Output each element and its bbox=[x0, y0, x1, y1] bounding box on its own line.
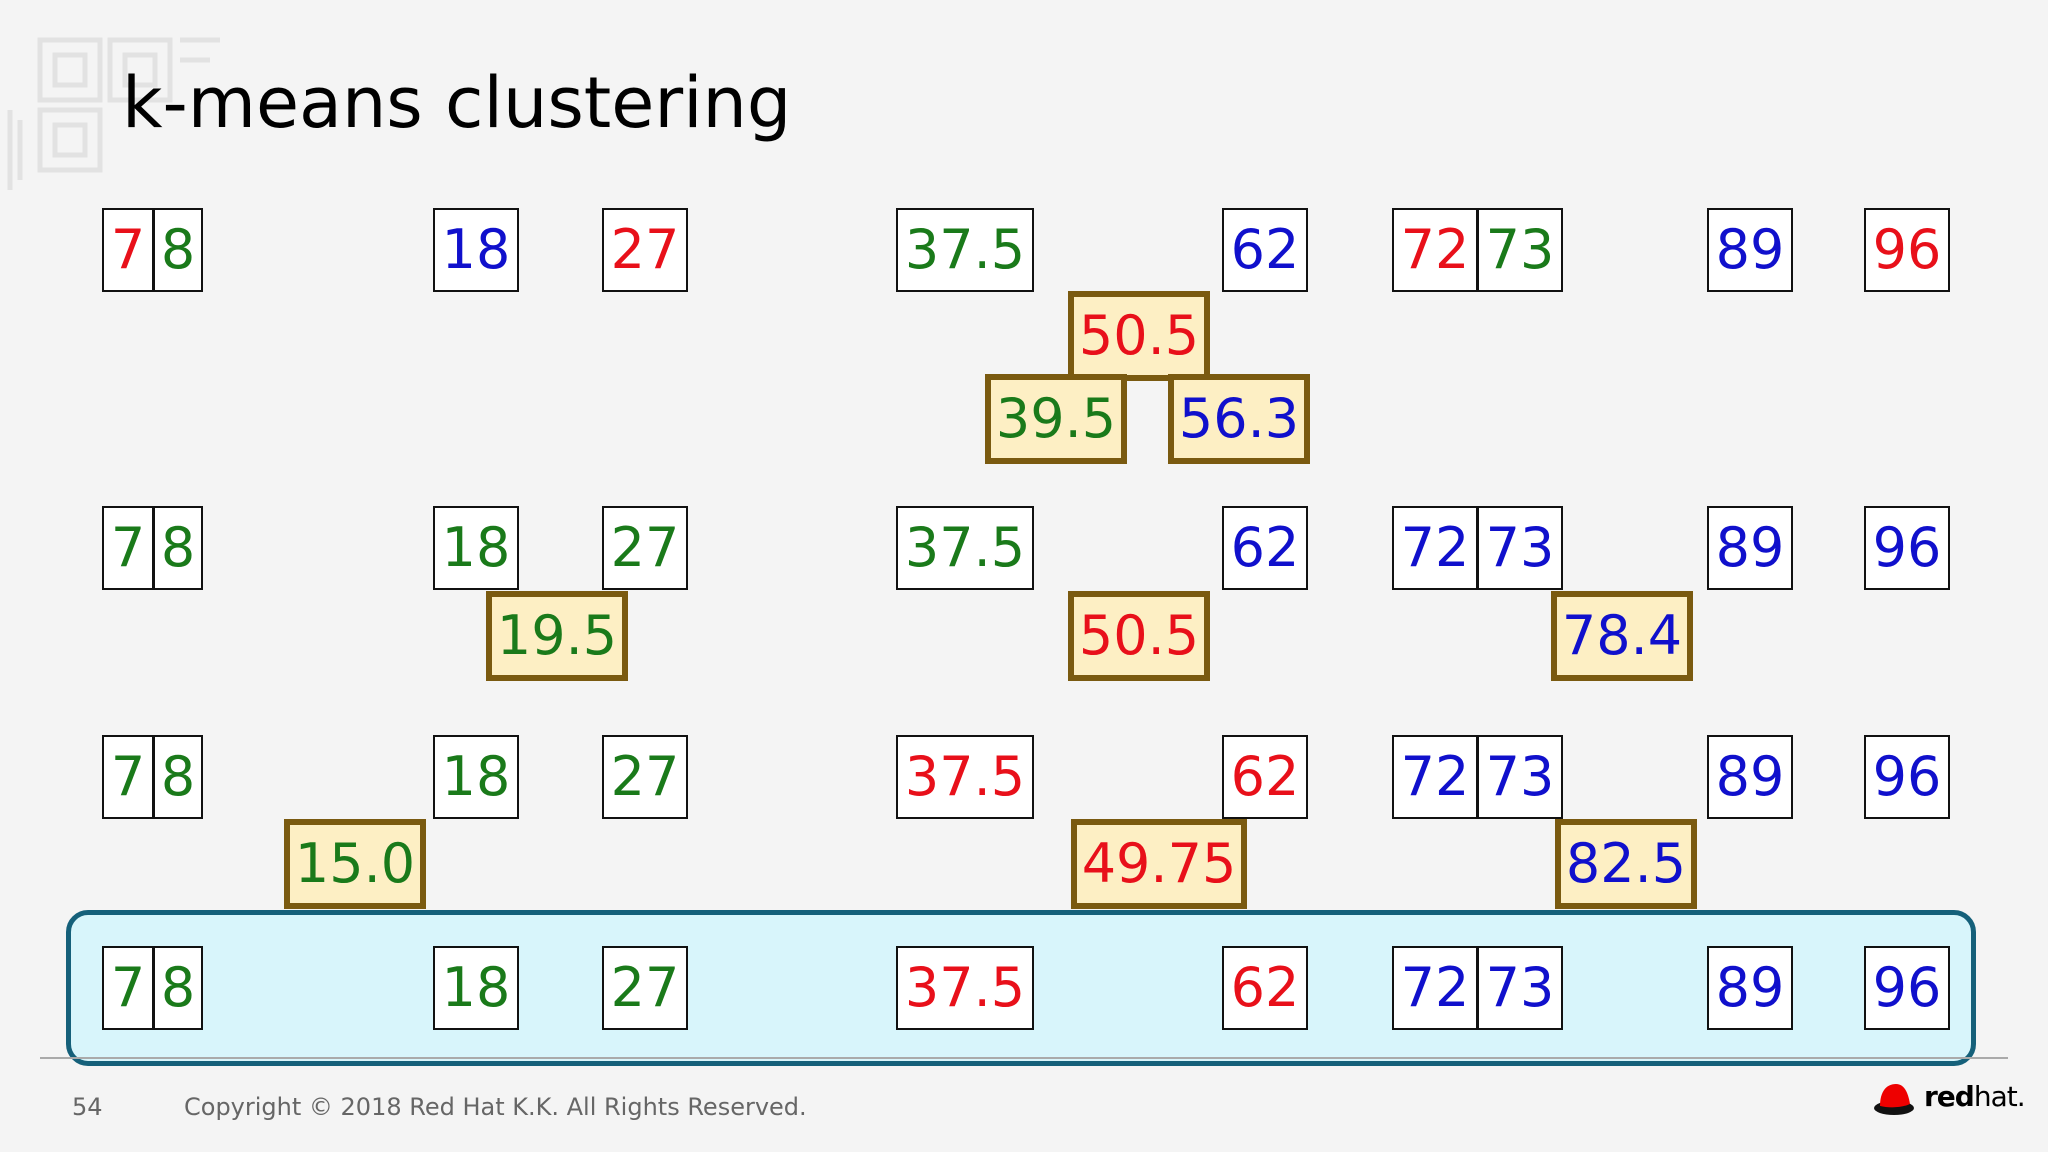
data-point: 72 bbox=[1392, 208, 1478, 292]
centroid-box: 78.4 bbox=[1551, 591, 1693, 681]
copyright-text: Copyright © 2018 Red Hat K.K. All Rights… bbox=[184, 1093, 807, 1121]
data-point: 62 bbox=[1222, 946, 1308, 1030]
redhat-logo: redhat. bbox=[1872, 1078, 2026, 1122]
data-point: 96 bbox=[1864, 208, 1950, 292]
data-point: 73 bbox=[1477, 946, 1563, 1030]
data-point: 62 bbox=[1222, 208, 1308, 292]
data-point: 8 bbox=[153, 735, 203, 819]
centroid-box: 49.75 bbox=[1071, 819, 1247, 909]
data-point: 96 bbox=[1864, 946, 1950, 1030]
data-point: 72 bbox=[1392, 735, 1478, 819]
maze-pattern-decoration bbox=[7, 37, 220, 190]
slide-title: k-means clustering bbox=[122, 62, 792, 144]
centroid-box: 50.5 bbox=[1068, 291, 1210, 381]
data-point: 18 bbox=[433, 506, 519, 590]
centroid-box: 19.5 bbox=[486, 591, 628, 681]
data-point: 73 bbox=[1477, 208, 1563, 292]
data-point: 7 bbox=[102, 208, 154, 292]
data-point: 8 bbox=[153, 208, 203, 292]
data-point: 62 bbox=[1222, 506, 1308, 590]
data-point: 7 bbox=[102, 946, 154, 1030]
data-point: 73 bbox=[1477, 735, 1563, 819]
centroid-box: 39.5 bbox=[985, 374, 1127, 464]
redhat-wordmark: redhat. bbox=[1924, 1080, 2026, 1113]
footer-divider bbox=[40, 1057, 2008, 1059]
data-point: 18 bbox=[433, 735, 519, 819]
redhat-hat-icon bbox=[1874, 1084, 1914, 1115]
data-point: 37.5 bbox=[896, 208, 1034, 292]
data-point: 96 bbox=[1864, 735, 1950, 819]
data-point: 27 bbox=[602, 506, 688, 590]
centroid-box: 15.0 bbox=[284, 819, 426, 909]
data-point: 89 bbox=[1707, 208, 1793, 292]
data-point: 8 bbox=[153, 506, 203, 590]
data-point: 89 bbox=[1707, 506, 1793, 590]
data-point: 73 bbox=[1477, 506, 1563, 590]
data-point: 7 bbox=[102, 735, 154, 819]
data-point: 18 bbox=[433, 946, 519, 1030]
data-point: 72 bbox=[1392, 506, 1478, 590]
data-point: 72 bbox=[1392, 946, 1478, 1030]
centroid-box: 82.5 bbox=[1555, 819, 1697, 909]
data-point: 62 bbox=[1222, 735, 1308, 819]
data-point: 37.5 bbox=[896, 946, 1034, 1030]
data-point: 18 bbox=[433, 208, 519, 292]
centroid-box: 50.5 bbox=[1068, 591, 1210, 681]
data-point: 89 bbox=[1707, 735, 1793, 819]
page-number: 54 bbox=[72, 1093, 103, 1121]
centroid-box: 56.3 bbox=[1168, 374, 1310, 464]
data-point: 37.5 bbox=[896, 735, 1034, 819]
data-point: 27 bbox=[602, 735, 688, 819]
data-point: 96 bbox=[1864, 506, 1950, 590]
data-point: 7 bbox=[102, 506, 154, 590]
data-point: 37.5 bbox=[896, 506, 1034, 590]
data-point: 27 bbox=[602, 208, 688, 292]
data-point: 89 bbox=[1707, 946, 1793, 1030]
data-point: 27 bbox=[602, 946, 688, 1030]
data-point: 8 bbox=[153, 946, 203, 1030]
